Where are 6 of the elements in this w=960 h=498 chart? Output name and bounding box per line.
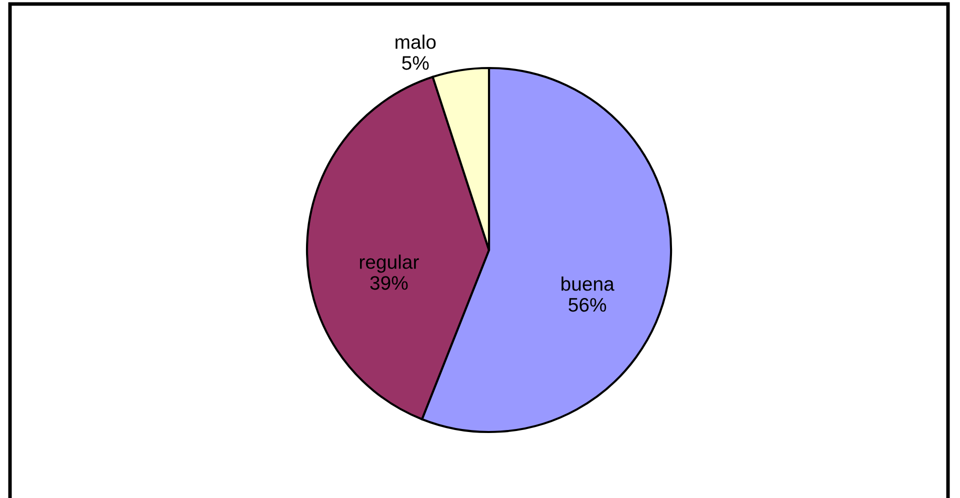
data-label: 5% bbox=[402, 56, 429, 70]
data-label: 56% bbox=[568, 298, 606, 312]
data-label: 39% bbox=[370, 276, 408, 290]
slice-label: buena bbox=[562, 276, 614, 291]
slice-label: malo bbox=[396, 34, 436, 49]
slice-label: regular bbox=[360, 254, 419, 273]
